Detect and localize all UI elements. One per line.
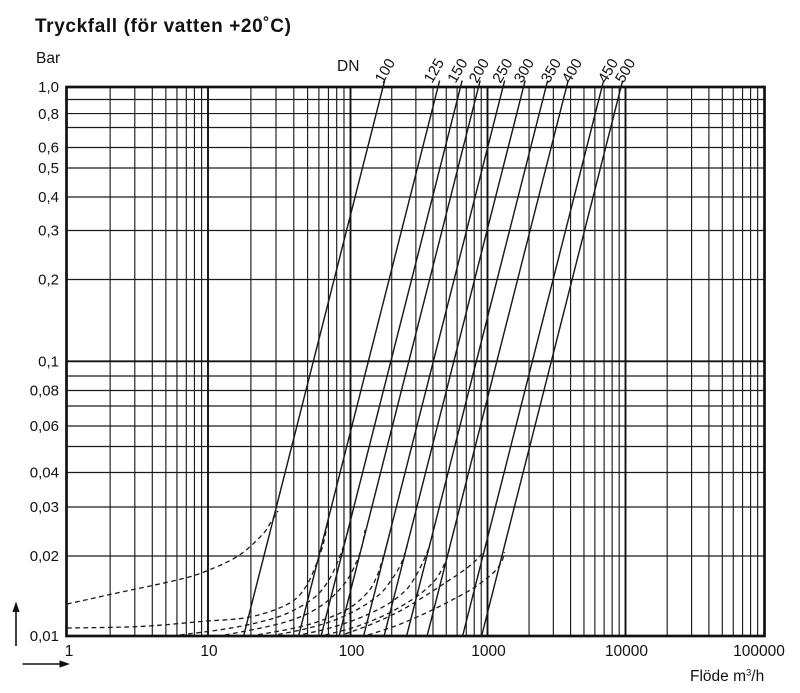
svg-text:DN: DN <box>337 58 359 75</box>
svg-text:Tryckfall (för vatten +20˚C): Tryckfall (för vatten +20˚C) <box>35 16 292 37</box>
svg-text:0,3: 0,3 <box>38 223 59 240</box>
svg-text:0,6: 0,6 <box>38 140 59 157</box>
svg-text:0,01: 0,01 <box>30 628 59 645</box>
svg-text:350: 350 <box>538 56 565 86</box>
svg-text:0,5: 0,5 <box>38 160 59 177</box>
svg-text:200: 200 <box>466 56 493 86</box>
svg-text:1: 1 <box>65 643 74 660</box>
svg-text:300: 300 <box>511 56 538 86</box>
svg-text:10: 10 <box>200 643 218 660</box>
svg-text:Bar: Bar <box>36 50 60 67</box>
svg-text:0,04: 0,04 <box>30 465 59 482</box>
svg-text:100000: 100000 <box>733 643 785 660</box>
svg-text:10000: 10000 <box>605 643 648 660</box>
svg-text:0,8: 0,8 <box>38 106 59 123</box>
svg-text:0,03: 0,03 <box>30 499 59 516</box>
svg-text:0,1: 0,1 <box>38 354 59 371</box>
svg-text:Flöde m3/h: Flöde m3/h <box>690 668 764 686</box>
svg-text:1000: 1000 <box>471 643 506 660</box>
svg-text:0,2: 0,2 <box>38 272 59 289</box>
svg-text:0,4: 0,4 <box>38 189 59 206</box>
svg-text:150: 150 <box>444 56 471 86</box>
svg-text:500: 500 <box>612 56 639 86</box>
svg-text:0,06: 0,06 <box>30 418 59 435</box>
svg-text:100: 100 <box>339 643 365 660</box>
svg-text:100: 100 <box>372 56 399 86</box>
svg-text:0,02: 0,02 <box>30 548 59 565</box>
svg-text:250: 250 <box>489 56 516 86</box>
svg-text:125: 125 <box>421 56 448 86</box>
svg-text:0,08: 0,08 <box>30 383 59 400</box>
svg-text:400: 400 <box>559 56 586 86</box>
svg-text:1,0: 1,0 <box>38 79 59 96</box>
